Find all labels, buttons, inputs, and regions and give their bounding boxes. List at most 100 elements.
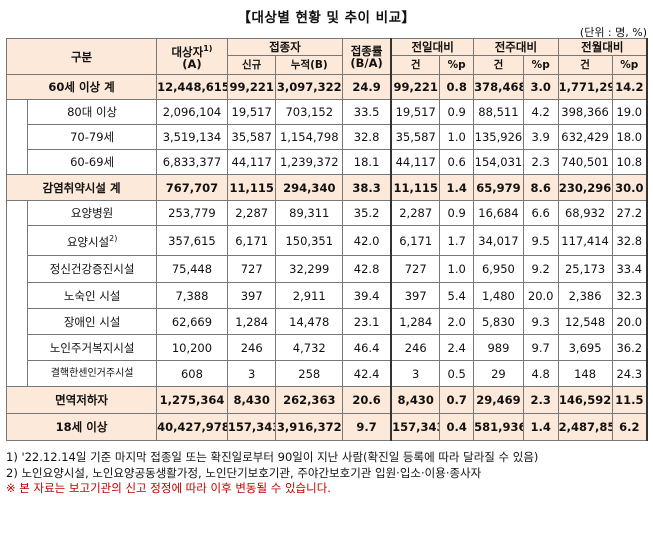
table-cell: 19.0 bbox=[611, 99, 648, 125]
table-cell: 1,154,798 bbox=[275, 124, 344, 150]
table-row: 장애인 시설 62,669 1,284 14,478 23.1 1,284 2.0 5,830… bbox=[7, 308, 648, 335]
table-cell: 2,287 bbox=[226, 200, 277, 226]
table-cell: 11.5 bbox=[611, 386, 648, 414]
table-cell: 7,388 bbox=[156, 282, 228, 309]
table-cell: 357,615 bbox=[156, 225, 228, 256]
table-cell: 2.4 bbox=[439, 334, 475, 361]
table-cell: 27.2 bbox=[611, 200, 648, 226]
table-cell: 230,296 bbox=[557, 174, 613, 201]
table-cell: 18.1 bbox=[342, 149, 392, 175]
table-cell: 4.2 bbox=[522, 99, 559, 125]
table-cell: 727 bbox=[390, 255, 441, 283]
table-cell: 33.5 bbox=[342, 99, 392, 125]
table-cell: 32,299 bbox=[275, 255, 344, 283]
table-cell: 4,732 bbox=[275, 334, 344, 361]
table-cell: 32.8 bbox=[611, 225, 648, 256]
table-cell: 2,096,104 bbox=[156, 99, 228, 125]
table-cell: 18.0 bbox=[611, 124, 648, 150]
table-cell: 1,771,296 bbox=[557, 74, 613, 100]
table-cell: 42.0 bbox=[342, 225, 392, 256]
table-cell: 397 bbox=[226, 282, 277, 309]
table-cell: 65,979 bbox=[473, 174, 524, 201]
header-rate: 접종률 (B/A) bbox=[342, 38, 392, 75]
table-cell: 157,343 bbox=[226, 413, 277, 441]
table-cell: 88,511 bbox=[473, 99, 524, 125]
table-cell: 30.0 bbox=[611, 174, 648, 201]
table-cell: 581,936 bbox=[473, 413, 524, 441]
table-cell: 20.0 bbox=[522, 282, 559, 309]
table-cell: 14.2 bbox=[611, 74, 648, 100]
table-cell: 398,366 bbox=[557, 99, 613, 125]
header-count: 건 bbox=[557, 55, 613, 75]
header-row-1: 구분 대상자1) (A) 접종자 접종률 (B/A) 전일대비 전주대비 전월대비 bbox=[5, 38, 648, 75]
table-cell: 767,707 bbox=[156, 174, 228, 201]
indent-cell bbox=[5, 200, 29, 387]
table-cell: 135,926 bbox=[473, 124, 524, 150]
header-pp: %p bbox=[522, 55, 559, 75]
table-row: 노숙인 시설 7,388 397 2,911 39.4 397 5.4 1,480 20.0 2,… bbox=[7, 282, 648, 309]
table-cell: 9.7 bbox=[342, 413, 392, 441]
table-cell: 8,430 bbox=[226, 386, 277, 414]
table-row: 결핵한센인거주시설 608 3 258 42.4 3 0.5 29 4.8 148 24.3 bbox=[7, 360, 648, 387]
table-cell: 14,478 bbox=[275, 308, 344, 335]
table-cell: 34,017 bbox=[473, 225, 524, 256]
table-cell: 0.6 bbox=[439, 149, 475, 175]
header-cumulative: 누적(B) bbox=[275, 55, 344, 75]
table-cell: 703,152 bbox=[275, 99, 344, 125]
table-cell: 1.0 bbox=[439, 124, 475, 150]
table-cell: 20.0 bbox=[611, 308, 648, 335]
table-cell: 6.2 bbox=[611, 413, 648, 441]
table-cell: 0.7 bbox=[439, 386, 475, 414]
table-cell: 16,684 bbox=[473, 200, 524, 226]
table-cell: 8.6 bbox=[522, 174, 559, 201]
table-cell: 0.9 bbox=[439, 200, 475, 226]
table-cell: 62,669 bbox=[156, 308, 228, 335]
table-cell: 262,363 bbox=[275, 386, 344, 414]
table-cell: 2,487,855 bbox=[557, 413, 613, 441]
table-row: 정신건강증진시설 75,448 727 32,299 42.8 727 1.0 6,950 9.… bbox=[7, 255, 648, 283]
row-label: 면역저하자 bbox=[5, 386, 158, 414]
table-body: 60세 이상 계 12,448,615 99,221 3,097,322 24.9 99,… bbox=[5, 74, 648, 441]
header-vaccinated: 접종자 bbox=[226, 38, 344, 56]
table-row: 80대 이상 2,096,104 19,517 703,152 33.5 19,517 0.… bbox=[5, 99, 648, 175]
row-label: 80대 이상 bbox=[27, 99, 158, 125]
footnote-1: 1) '22.12.14일 기준 마지막 접종일 또는 확진일로부터 90일이 … bbox=[6, 450, 539, 464]
table-cell: 989 bbox=[473, 334, 524, 361]
table-cell: 1,275,364 bbox=[156, 386, 228, 414]
table-cell: 40,427,978 bbox=[156, 413, 228, 441]
table-cell: 38.3 bbox=[342, 174, 392, 201]
table-cell: 9.5 bbox=[522, 225, 559, 256]
table-cell: 258 bbox=[275, 360, 344, 387]
table-cell: 0.9 bbox=[439, 99, 475, 125]
table-cell: 3 bbox=[226, 360, 277, 387]
header-pp: %p bbox=[439, 55, 475, 75]
table-cell: 632,429 bbox=[557, 124, 613, 150]
table-cell: 9.3 bbox=[522, 308, 559, 335]
table-cell: 0.4 bbox=[439, 413, 475, 441]
table-cell: 253,779 bbox=[156, 200, 228, 226]
table-title: 【대상별 현황 및 추이 비교】 bbox=[237, 10, 416, 26]
table-cell: 3,519,134 bbox=[156, 124, 228, 150]
table-cell: 1,284 bbox=[390, 308, 441, 335]
table-cell: 5.4 bbox=[439, 282, 475, 309]
table-cell: 3,097,322 bbox=[275, 74, 344, 100]
table-cell: 150,351 bbox=[275, 225, 344, 256]
header-target: 대상자1) (A) bbox=[156, 38, 228, 75]
table-cell: 44,117 bbox=[226, 149, 277, 175]
table-row: 60-69세 6,833,377 44,117 1,239,372 18.1 44,117… bbox=[7, 149, 648, 175]
table-row: 요양시설2) 357,615 6,171 150,351 42.0 6,171 1.7 34,… bbox=[7, 225, 648, 256]
table-row: 70-79세 3,519,134 35,587 1,154,798 32.8 35,587… bbox=[7, 124, 648, 150]
table-cell: 35,587 bbox=[226, 124, 277, 150]
table-cell: 2,287 bbox=[390, 200, 441, 226]
table-cell: 24.3 bbox=[611, 360, 648, 387]
table-cell: 12,448,615 bbox=[156, 74, 228, 100]
table-cell: 36.2 bbox=[611, 334, 648, 361]
table-cell: 2,911 bbox=[275, 282, 344, 309]
table-cell: 3.9 bbox=[522, 124, 559, 150]
header-count: 건 bbox=[473, 55, 524, 75]
indent-cell bbox=[5, 99, 29, 175]
table-cell: 5,830 bbox=[473, 308, 524, 335]
table-cell: 46.4 bbox=[342, 334, 392, 361]
table-cell: 44,117 bbox=[390, 149, 441, 175]
row-label: 장애인 시설 bbox=[27, 308, 158, 335]
